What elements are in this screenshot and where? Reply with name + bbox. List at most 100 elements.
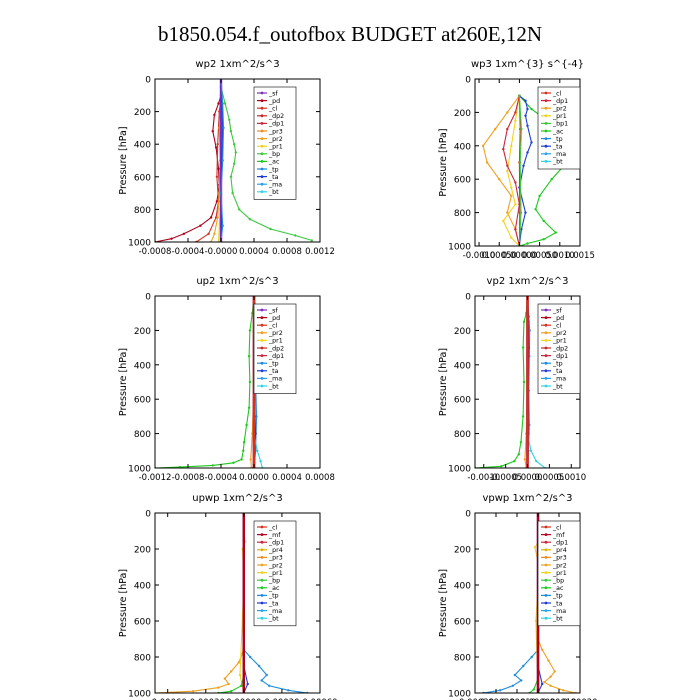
y-tick-label: 600	[454, 176, 471, 186]
series-point	[541, 648, 544, 651]
series-point	[230, 670, 233, 673]
series-point	[199, 224, 202, 227]
series-line-pr2	[155, 513, 245, 693]
y-tick-label: 1000	[448, 690, 471, 700]
panel-title: wp2 1xm^2/s^3	[195, 59, 279, 70]
series-point	[237, 661, 240, 664]
series-point	[498, 178, 501, 181]
series-point	[269, 227, 272, 231]
legend-label: _tp	[552, 361, 563, 368]
series-point	[522, 164, 525, 167]
legend-label: _dp1	[552, 540, 568, 547]
legend-label: _cl	[552, 90, 562, 97]
series-point	[521, 415, 525, 418]
y-axis-label: Pressure [hPa]	[438, 348, 449, 416]
series-point	[231, 191, 234, 195]
legend-label: _pr4	[552, 547, 567, 554]
series-line-pd	[155, 95, 222, 242]
series-point	[522, 380, 526, 384]
legend-label: _ma	[552, 376, 566, 383]
series-point	[310, 239, 313, 242]
series-point	[554, 231, 557, 234]
series-line-pr2	[537, 513, 576, 693]
legend-marker	[260, 99, 264, 102]
series-point	[553, 670, 556, 673]
series-point	[178, 465, 181, 468]
legend-label: _dp2	[268, 345, 284, 352]
legend-marker	[260, 556, 264, 559]
legend-label: _tp	[552, 593, 563, 600]
x-tick-label: -0.0010	[467, 473, 500, 483]
x-tick-label: -0.00010	[498, 698, 536, 700]
series-point	[221, 159, 224, 162]
y-tick-label: 200	[454, 546, 471, 556]
legend-marker	[544, 106, 548, 110]
x-tick-label: -0.0012	[139, 473, 172, 483]
legend-marker	[260, 369, 264, 373]
series-point	[533, 546, 537, 549]
x-tick-label: -0.0005	[489, 473, 522, 483]
legend-label: _bp	[268, 578, 280, 585]
legend-label: _dp1	[552, 353, 568, 360]
legend-marker	[260, 525, 264, 529]
legend-marker	[260, 144, 264, 148]
series-point	[268, 684, 271, 687]
legend-label: _dp1	[552, 98, 568, 105]
series-group	[475, 296, 547, 468]
legend-label: _ta	[552, 368, 563, 375]
legend-marker	[260, 137, 264, 141]
series-point	[506, 211, 509, 214]
series-point	[510, 144, 513, 147]
series-point	[547, 659, 550, 662]
y-tick-label: 400	[454, 582, 471, 592]
series-point	[549, 675, 552, 678]
series-point	[294, 234, 297, 237]
series-point	[542, 219, 545, 223]
x-tick-label: 0.0004	[239, 247, 269, 257]
page-title: b1850.054.f_outofbox BUDGET at260E,12N	[158, 22, 542, 46]
y-tick-label: 1000	[448, 243, 471, 253]
legend-marker	[544, 377, 548, 380]
legend-marker	[260, 106, 264, 110]
series-point	[259, 459, 262, 463]
legend-marker	[260, 316, 264, 319]
legend-marker	[260, 122, 264, 125]
y-tick-label: 400	[134, 141, 151, 151]
series-point	[522, 320, 526, 323]
series-point	[211, 464, 214, 467]
legend-label: _dp2	[268, 113, 284, 120]
series-point	[215, 175, 219, 178]
legend-marker	[544, 586, 548, 590]
legend-marker	[544, 533, 548, 536]
series-point	[249, 458, 252, 461]
series-line-pr2	[482, 95, 520, 246]
y-axis-label: Pressure [hPa]	[438, 128, 449, 196]
series-point	[242, 441, 246, 444]
plot-panel-4: vp2 1xm^2/s^3 Pressure [hPa] 0 200 400 600 800…	[438, 276, 586, 483]
series-point	[227, 682, 230, 686]
legend-label: _ta	[552, 600, 563, 607]
y-tick-label: 400	[134, 361, 151, 371]
series-point	[213, 232, 216, 235]
y-tick-label: 800	[134, 654, 151, 664]
y-tick-label: 200	[134, 327, 151, 337]
series-point	[522, 664, 525, 668]
panel-title: up2 1xm^2/s^3	[196, 276, 278, 287]
legend-label: _ta	[552, 144, 563, 151]
series-line-bp	[220, 87, 312, 241]
series-point	[550, 178, 553, 181]
series-point	[216, 216, 219, 219]
y-tick-label: 600	[134, 173, 151, 183]
x-tick-label: 0.00020	[562, 698, 597, 700]
series-point	[530, 141, 533, 144]
legend-label: _pr3	[268, 555, 283, 562]
y-tick-label: 1000	[128, 690, 151, 700]
legend-marker	[544, 354, 548, 357]
legend-label: _bt	[268, 189, 279, 196]
legend-label: _tp	[268, 593, 279, 600]
series-point	[499, 689, 502, 692]
series-point	[500, 465, 503, 468]
legend-label: _pr1	[268, 338, 283, 345]
x-tick-label: 0.00030	[264, 698, 299, 700]
legend-label: _ac	[552, 128, 564, 135]
